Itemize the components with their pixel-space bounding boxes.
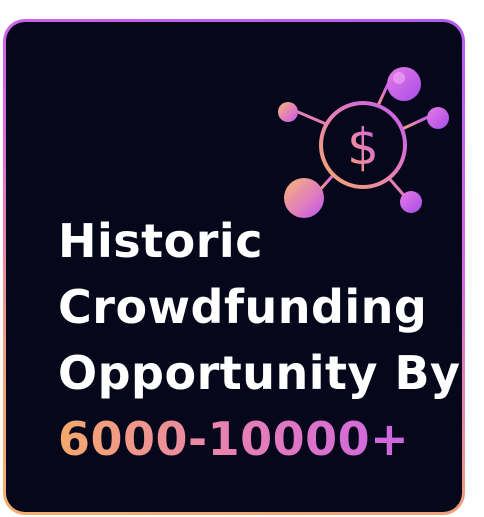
highlight-range: 6000-10000+ [58,406,461,472]
headline: Historic Crowdfunding Opportunity By 600… [58,208,461,472]
dollar-sign-icon: $ [347,118,379,176]
headline-line-1: Historic [58,214,263,268]
node-top-icon [387,67,421,101]
coin-ring [319,101,407,189]
promo-card-body: $ Historic Crowdfunding Opportunity By 6… [6,22,462,512]
promo-card: $ Historic Crowdfunding Opportunity By 6… [3,19,465,515]
node-right-icon [427,107,449,129]
node-bottom-right-icon [400,191,422,213]
headline-line-3: Opportunity By [58,346,461,400]
crowdfunding-network-icon: $ [278,67,449,218]
node-bottom-left-icon [284,178,324,218]
headline-line-2: Crowdfunding [58,280,428,334]
node-left-icon [278,102,298,122]
